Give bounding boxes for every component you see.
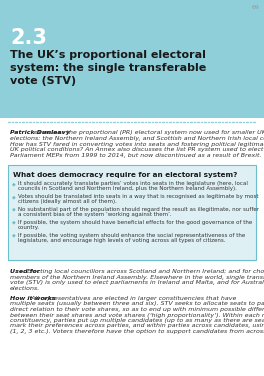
Text: UK political conditions? An Annex also discusses the list PR system used to elec: UK political conditions? An Annex also d… xyxy=(10,147,264,152)
Text: Used for: Used for xyxy=(10,269,40,274)
Text: If possible, the system should have beneficial effects for the good governance o: If possible, the system should have bene… xyxy=(18,220,252,225)
Text: How it works: How it works xyxy=(10,296,56,301)
Text: If possible, the voting system should enhance the social representativeness of t: If possible, the voting system should en… xyxy=(18,233,245,238)
Text: vote (STV): vote (STV) xyxy=(10,76,76,86)
Text: : All representatives are elected in larger constituencies that have: : All representatives are elected in lar… xyxy=(27,296,236,301)
Text: a consistent bias of the system ‘working against them’.: a consistent bias of the system ‘working… xyxy=(18,212,172,217)
Text: 69: 69 xyxy=(251,5,259,10)
Text: multiple seats (usually between three and six). STV seeks to allocate seats to p: multiple seats (usually between three an… xyxy=(10,302,264,306)
Text: No substantial part of the population should regard the result as illegitimate, : No substantial part of the population sh… xyxy=(18,207,259,212)
Text: Patrick Dunleavy: Patrick Dunleavy xyxy=(10,130,70,135)
Text: councils in Scotland and Northern Ireland, plus the Northern Ireland Assembly).: councils in Scotland and Northern Irelan… xyxy=(18,186,237,191)
Text: vote (STV) is only used to elect parliaments in Ireland and Malta, and for Austr: vote (STV) is only used to elect parliam… xyxy=(10,280,264,285)
Text: ◆: ◆ xyxy=(12,233,16,238)
Text: ◆: ◆ xyxy=(12,207,16,212)
Text: country.: country. xyxy=(18,225,40,230)
Text: direct relation to their vote shares, so as to end up with minimum possible diff: direct relation to their vote shares, so… xyxy=(10,307,264,312)
Text: The UK’s proportional electoral: The UK’s proportional electoral xyxy=(10,50,206,60)
Text: : Electing local councillors across Scotland and Northern Ireland; and for choos: : Electing local councillors across Scot… xyxy=(23,269,264,274)
Text: examines the proportional (PR) electoral system now used for smaller UK: examines the proportional (PR) electoral… xyxy=(32,130,264,135)
Text: ◆: ◆ xyxy=(12,194,16,199)
Text: mark their preferences across parties, and within parties across candidates, usi: mark their preferences across parties, a… xyxy=(10,323,264,329)
Text: What does democracy require for an electoral system?: What does democracy require for an elect… xyxy=(13,172,237,178)
Text: system: the single transferable: system: the single transferable xyxy=(10,63,206,73)
Text: ◆: ◆ xyxy=(12,220,16,225)
Text: 2.3: 2.3 xyxy=(10,28,47,48)
Text: legislature, and encourage high levels of voting across all types of citizens.: legislature, and encourage high levels o… xyxy=(18,238,225,243)
Text: ◆: ◆ xyxy=(12,181,16,186)
Text: How has STV fared in converting votes into seats and fostering political legitim: How has STV fared in converting votes in… xyxy=(10,142,264,147)
Text: Parliament MEPs from 1999 to 2014, but now discontinued as a result of Brexit.: Parliament MEPs from 1999 to 2014, but n… xyxy=(10,153,262,158)
Text: (1, 2, 3 etc.). Voters therefore have the option to support candidates from acro: (1, 2, 3 etc.). Voters therefore have th… xyxy=(10,329,264,334)
Bar xyxy=(0,0,264,118)
Text: elections: the Northern Ireland Assembly, and Scottish and Northern Irish local : elections: the Northern Ireland Assembly… xyxy=(10,136,264,141)
Text: constituency, parties put up multiple candidates (up to as many as there are sea: constituency, parties put up multiple ca… xyxy=(10,318,264,323)
Text: citizens (ideally almost all of them).: citizens (ideally almost all of them). xyxy=(18,199,117,204)
FancyBboxPatch shape xyxy=(8,165,256,260)
Text: between their seat shares and vote shares (‘high proportionality’). Within each : between their seat shares and vote share… xyxy=(10,312,264,317)
Text: Votes should be translated into seats in a way that is recognised as legitimate : Votes should be translated into seats in… xyxy=(18,194,258,199)
Text: elections.: elections. xyxy=(10,285,40,291)
Text: It should accurately translate parties’ votes into seats in the legislature (her: It should accurately translate parties’ … xyxy=(18,181,248,186)
Text: members of the Northern Ireland Assembly. Elsewhere in the world, single transfe: members of the Northern Ireland Assembly… xyxy=(10,274,264,279)
